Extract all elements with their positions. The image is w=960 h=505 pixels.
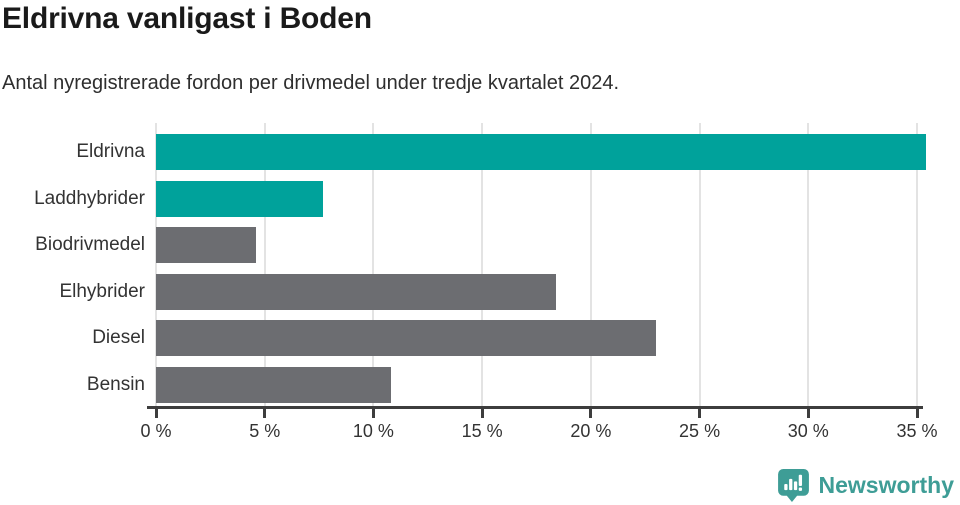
x-tick-label: 20 % — [570, 421, 612, 441]
bar-laddhybrider — [156, 180, 324, 217]
category-label: Biodrivmedel — [35, 234, 145, 256]
category-label: Laddhybrider — [34, 187, 145, 209]
bar-eldrivna — [156, 134, 926, 170]
gridline — [263, 123, 266, 406]
gridline — [372, 123, 375, 406]
x-tick-label: 10 % — [352, 421, 394, 441]
bar-biodrivmedel — [156, 227, 257, 264]
x-tick-label: 0 % — [140, 421, 172, 441]
x-axis-tick — [263, 409, 267, 418]
x-tick-label: 5 % — [249, 421, 281, 441]
gridline — [698, 123, 701, 406]
x-axis-tick — [806, 409, 810, 418]
x-tick-label: 35 % — [896, 421, 938, 441]
x-axis-tick — [371, 409, 375, 418]
x-axis-tick — [480, 409, 484, 418]
category-label: Elhybrider — [59, 280, 145, 302]
gridline — [916, 123, 918, 406]
category-label: Eldrivna — [76, 141, 145, 162]
category-label: Diesel — [92, 327, 145, 349]
gridline — [589, 123, 592, 406]
bar-bensin — [156, 367, 391, 403]
chart-title: Eldrivna vanligast i Boden — [2, 2, 372, 35]
category-label: Bensin — [86, 374, 145, 395]
brand-footer: Newsworthy — [775, 467, 954, 504]
gridline — [155, 123, 157, 406]
x-axis-tick — [698, 409, 702, 418]
x-tick-label: 30 % — [787, 421, 829, 441]
newsworthy-logo-icon — [777, 469, 809, 502]
bar-elhybrider — [156, 273, 557, 310]
gridline — [481, 123, 484, 406]
x-axis-tick — [915, 409, 919, 418]
x-tick-label: 15 % — [461, 421, 503, 441]
chart-subtitle: Antal nyregistrerade fordon per drivmede… — [2, 72, 620, 94]
x-axis-tick — [589, 409, 593, 418]
bar-diesel — [156, 320, 657, 357]
x-axis-line — [147, 406, 923, 409]
x-tick-label: 25 % — [679, 421, 721, 441]
gridline — [807, 123, 810, 406]
brand-name: Newsworthy — [818, 472, 954, 498]
x-axis-tick — [154, 409, 158, 418]
